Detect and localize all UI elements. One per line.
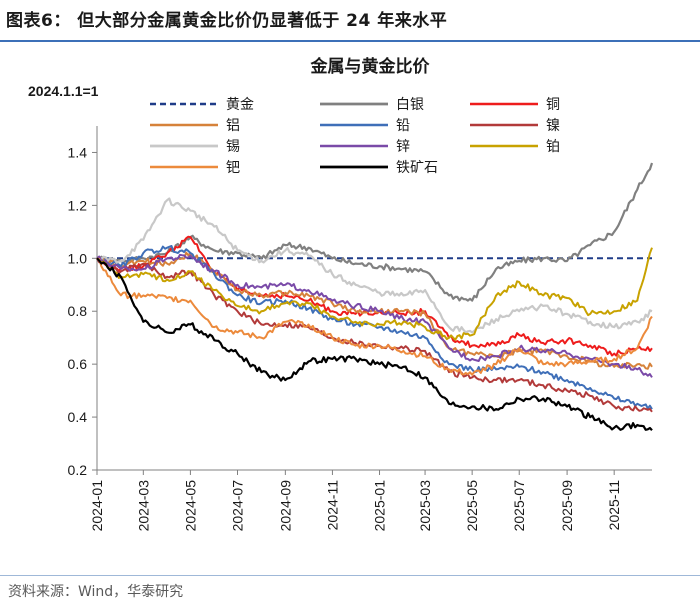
series-line-3 [96, 251, 653, 370]
legend-label-6: 锡 [226, 139, 240, 155]
series-line-1 [96, 162, 654, 302]
legend-label-8: 铂 [546, 139, 560, 155]
series-line-8 [96, 247, 653, 341]
x-tick-label: 2025-03 [417, 480, 433, 532]
x-tick-label: 2025-09 [559, 480, 575, 532]
legend-label-2: 铜 [546, 97, 560, 113]
chart: 金属与黄金比价 2024.1.1=1 黄金 白银 铜铝铅镍锡锌铂钯 铁矿石 0.20.… [28, 56, 654, 531]
x-tick-label: 2024-07 [229, 480, 245, 532]
x-tick-label: 2024-03 [135, 480, 151, 532]
figure-title: 图表6： 但大部分金属黄金比价仍显著低于 24 年来水平 [6, 6, 447, 31]
source-note: 资料来源：Wind，华泰研究 [8, 584, 184, 600]
series-line-5 [96, 257, 653, 413]
figure-label: 图表6： [6, 11, 71, 31]
source-rule [0, 575, 700, 576]
x-tick-label: 2025-11 [606, 480, 622, 531]
y-tick-label: 1.4 [68, 144, 88, 160]
y-tick-label: 1.2 [68, 197, 88, 213]
series-line-7 [96, 253, 653, 378]
legend-label-7: 锌 [396, 139, 410, 155]
legend-label-5: 镍 [546, 118, 560, 134]
chart-title: 金属与黄金比价 [310, 56, 431, 77]
x-tick-label: 2024-05 [182, 480, 198, 532]
series-line-2 [96, 235, 653, 357]
x-tick-label: 2024-01 [89, 480, 105, 532]
title-rule [0, 40, 700, 42]
legend-label-3: 铝 [226, 118, 240, 134]
legend: 黄金 白银 铜铝 铅 镍锡 锌 铂钯 铁矿石 [150, 96, 560, 176]
x-tick-label: 2024-09 [277, 480, 293, 532]
y-tick-label: 0.4 [68, 409, 88, 425]
x-tick-label: 2024-11 [324, 480, 340, 531]
legend-label-0: 黄金 [226, 96, 254, 113]
series-line-9 [96, 257, 653, 376]
figure-title-text: 但大部分金属黄金比价仍显著低于 24 年来水平 [77, 11, 448, 31]
plot-area [96, 162, 654, 432]
base-note: 2024.1.1=1 [28, 83, 99, 99]
y-tick-label: 0.2 [68, 462, 88, 478]
legend-label-9: 钯 [226, 160, 240, 176]
x-tick-label: 2025-05 [464, 480, 480, 532]
axes: 0.2 0.4 0.6 0.8 1.0 1.2 1.4 2024-01 2024-03 2024-… [68, 126, 652, 531]
y-tick-label: 0.8 [68, 303, 88, 319]
x-tick-label: 2025-07 [511, 480, 527, 532]
legend-label-4: 铅 [396, 118, 410, 134]
series-line-10 [96, 257, 653, 432]
x-tick-label: 2025-01 [372, 480, 388, 532]
y-tick-label: 0.6 [68, 356, 88, 372]
y-tick-label: 1.0 [68, 250, 88, 266]
legend-label-1: 白银 [396, 97, 424, 113]
legend-label-10: 铁矿石 [396, 160, 438, 176]
series-line-6 [96, 197, 653, 334]
